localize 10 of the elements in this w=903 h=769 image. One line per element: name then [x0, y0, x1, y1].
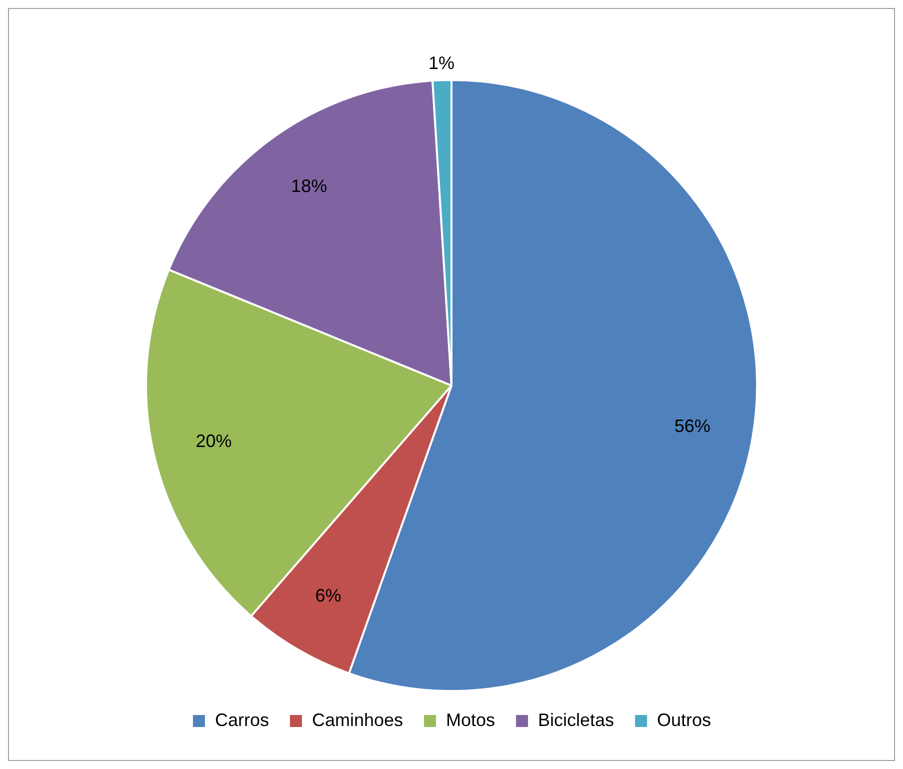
legend-label: Outros: [657, 710, 712, 730]
legend-label: Motos: [446, 710, 496, 730]
legend-label: Bicicletas: [538, 710, 614, 730]
legend-label: Carros: [214, 710, 269, 730]
data-label: 20%: [196, 430, 232, 451]
data-label: 18%: [291, 176, 328, 196]
legend-label: Caminhoes: [312, 710, 403, 730]
data-label: 56%: [674, 416, 710, 436]
data-label: 1%: [428, 53, 455, 74]
data-label: 6%: [315, 585, 342, 606]
